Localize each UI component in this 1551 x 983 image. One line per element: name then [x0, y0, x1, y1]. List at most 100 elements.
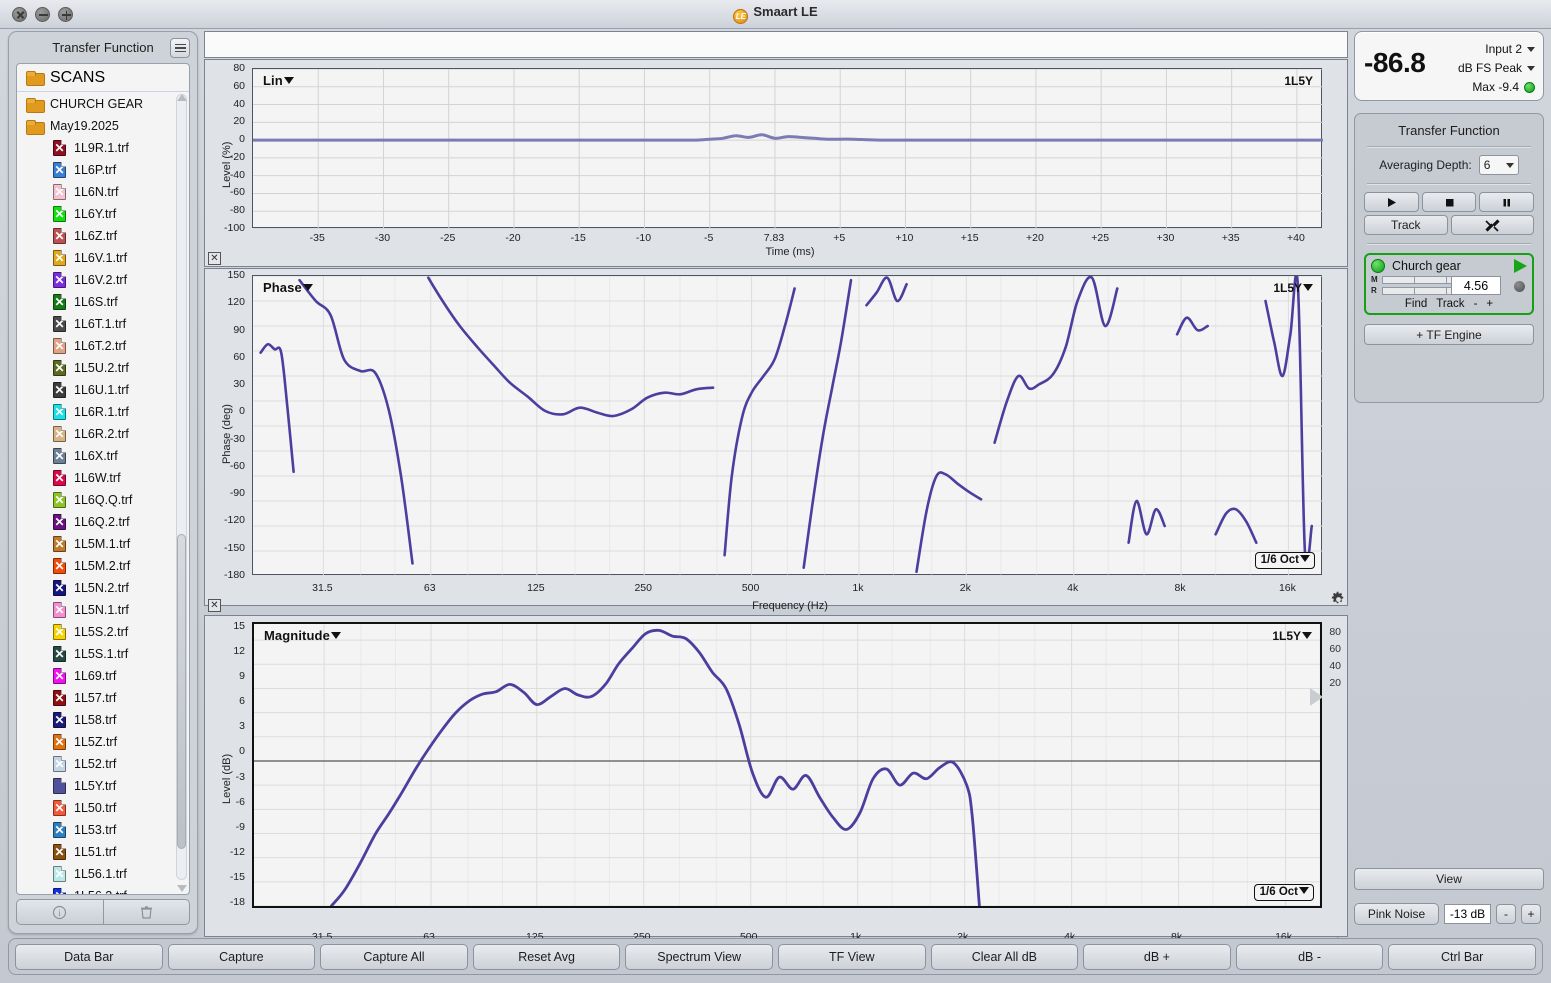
maximize-button[interactable]	[58, 6, 73, 22]
file-row[interactable]: ✕ 1L9R.1.trf	[17, 137, 189, 159]
file-row[interactable]: ✕ 1L6X.trf	[17, 445, 189, 467]
file-row[interactable]: ✕ 1L53.trf	[17, 819, 189, 841]
file-row[interactable]: ✕ 1L6R.1.trf	[17, 401, 189, 423]
file-tree[interactable]: CHURCH GEAR May19.2025 ✕ 1L9R.1.trf ✕ 1L6P.tr…	[17, 93, 189, 894]
phase-trace-tag[interactable]: 1L5Y	[1273, 281, 1313, 295]
tf-panel-title: Transfer Function	[1398, 123, 1500, 138]
file-row[interactable]: ✕ 1L6Q.2.trf	[17, 511, 189, 533]
impulse-plot-area[interactable]: Lin 1L5Y	[252, 68, 1323, 229]
magnitude-plot-area[interactable]: Magnitude 1L5Y 1/6 Oct	[252, 622, 1322, 908]
file-row[interactable]: ✕ 1L6P.trf	[17, 159, 189, 181]
close-phase-icon[interactable]: ✕	[208, 599, 221, 612]
file-row[interactable]: ✕ 1L6V.2.trf	[17, 269, 189, 291]
file-row[interactable]: ✕ 1L51.trf	[17, 841, 189, 863]
file-row[interactable]: ✕ 1L5N.2.trf	[17, 577, 189, 599]
stop-icon[interactable]	[1421, 192, 1477, 212]
file-row[interactable]: ✕ 1L57.trf	[17, 687, 189, 709]
file-row[interactable]: ✕ 1L56.1.trf	[17, 863, 189, 885]
file-row[interactable]: ✕ 1L5M.1.trf	[17, 533, 189, 555]
transport-controls	[1364, 192, 1535, 212]
file-row[interactable]: ✕ 1L6Q.Q.trf	[17, 489, 189, 511]
trf-file-icon: ✕	[53, 514, 66, 530]
toolbar-data-bar-button[interactable]: Data Bar	[15, 943, 163, 970]
engine-delay-value[interactable]: 4.56	[1451, 276, 1501, 295]
close-button[interactable]	[12, 6, 27, 22]
phase-resolution-selector[interactable]: 1/6 Oct	[1254, 552, 1315, 569]
pause-icon[interactable]	[1479, 192, 1535, 212]
hamburger-icon[interactable]	[170, 38, 190, 58]
file-row[interactable]: ✕ 1L69.trf	[17, 665, 189, 687]
file-row[interactable]: ✕ 1L5N.1.trf	[17, 599, 189, 621]
scans-root-row[interactable]: SCANS	[17, 64, 189, 92]
toolbar-capture-button[interactable]: Capture	[167, 943, 316, 970]
close-impulse-icon[interactable]: ✕	[208, 252, 221, 265]
engine-plus-button[interactable]: +	[1486, 298, 1494, 310]
scrollbar-thumb[interactable]	[177, 534, 186, 849]
engine-minus-button[interactable]: -	[1473, 298, 1478, 310]
toolbar-spectrum-view-button[interactable]: Spectrum View	[625, 943, 773, 970]
file-row[interactable]: ✕ 1L5U.2.trf	[17, 357, 189, 379]
play-icon[interactable]	[1364, 192, 1419, 212]
magnitude-trace-tag[interactable]: 1L5Y	[1272, 629, 1312, 643]
magnitude-scale-handle[interactable]	[1310, 688, 1323, 706]
tf-engine-card[interactable]: Church gear M R 4.56 Find	[1364, 253, 1534, 315]
info-icon[interactable]: i	[17, 900, 103, 924]
engine-track-button[interactable]: Track	[1436, 298, 1465, 310]
file-row[interactable]: ✕ 1L56.2.trf	[17, 885, 189, 894]
file-row[interactable]: ✕ 1L6W.trf	[17, 467, 189, 489]
folder-row[interactable]: May19.2025	[17, 115, 189, 137]
input-selector[interactable]: Input 2	[1485, 42, 1535, 56]
add-tf-engine-button[interactable]: + TF Engine	[1364, 324, 1534, 345]
toolbar-db-button[interactable]: dB +	[1083, 943, 1231, 970]
view-button[interactable]: View	[1354, 868, 1544, 890]
file-row[interactable]: ✕ 1L50.trf	[17, 797, 189, 819]
file-row[interactable]: ✕ 1L6S.trf	[17, 291, 189, 313]
scroll-up-icon[interactable]	[177, 94, 187, 101]
minimize-button[interactable]	[35, 6, 50, 22]
file-row[interactable]: ✕ 1L6Z.trf	[17, 225, 189, 247]
track-button[interactable]: Track	[1364, 215, 1448, 235]
noise-increase-button[interactable]: +	[1521, 904, 1541, 924]
averaging-depth-select[interactable]: 6	[1478, 155, 1519, 175]
magnitude-resolution-selector[interactable]: 1/6 Oct	[1253, 884, 1314, 901]
sidebar-scrollbar[interactable]	[176, 94, 187, 892]
file-row[interactable]: ✕ 1L6N.trf	[17, 181, 189, 203]
file-row[interactable]: ✕ 1L5Z.trf	[17, 731, 189, 753]
file-row[interactable]: ✕ 1L6V.1.trf	[17, 247, 189, 269]
file-row[interactable]: ✕ 1L6T.1.trf	[17, 313, 189, 335]
file-row[interactable]: ✕ 1L5M.2.trf	[17, 555, 189, 577]
phase-title[interactable]: Phase	[263, 280, 313, 295]
file-row[interactable]: ✕ 1L6R.2.trf	[17, 423, 189, 445]
noise-decrease-button[interactable]: -	[1496, 904, 1516, 924]
folder-row[interactable]: CHURCH GEAR	[17, 93, 189, 115]
impulse-title[interactable]: Lin	[263, 73, 294, 88]
tools-icon[interactable]	[1450, 215, 1534, 235]
file-label: 1L5S.1.trf	[74, 647, 129, 661]
file-row[interactable]: 1L5Y.trf	[17, 775, 189, 797]
engine-play-icon[interactable]	[1514, 259, 1527, 273]
magnitude-title[interactable]: Magnitude	[264, 628, 341, 643]
file-row[interactable]: ✕ 1L6T.2.trf	[17, 335, 189, 357]
file-row[interactable]: ✕ 1L52.trf	[17, 753, 189, 775]
impulse-response-panel: Lin 1L5Y Level (%) 80 60 40 20 0 -20 -40 -60 -80…	[204, 59, 1348, 267]
file-row[interactable]: ✕ 1L5S.1.trf	[17, 643, 189, 665]
toolbar-tf-view-button[interactable]: TF View	[777, 943, 926, 970]
file-row[interactable]: ✕ 1L6Y.trf	[17, 203, 189, 225]
find-button[interactable]: Find	[1404, 298, 1428, 310]
toolbar-db-button[interactable]: dB -	[1235, 943, 1384, 970]
scroll-down-icon[interactable]	[177, 885, 187, 892]
phase-plot-area[interactable]: Phase 1L5Y 1/6 Oct	[252, 275, 1323, 576]
unit-selector[interactable]: dB FS Peak	[1458, 61, 1535, 75]
phase-settings-gear-icon[interactable]	[1330, 591, 1347, 608]
file-row[interactable]: ✕ 1L6U.1.trf	[17, 379, 189, 401]
file-row[interactable]: ✕ 1L58.trf	[17, 709, 189, 731]
engine-lock-icon[interactable]	[1514, 281, 1525, 292]
file-label: 1L5M.2.trf	[74, 559, 131, 573]
toolbar-ctrl-bar-button[interactable]: Ctrl Bar	[1388, 943, 1536, 970]
toolbar-clear-all-db-button[interactable]: Clear All dB	[930, 943, 1079, 970]
toolbar-reset-avg-button[interactable]: Reset Avg	[472, 943, 621, 970]
pink-noise-button[interactable]: Pink Noise	[1354, 903, 1439, 925]
file-row[interactable]: ✕ 1L5S.2.trf	[17, 621, 189, 643]
toolbar-capture-all-button[interactable]: Capture All	[320, 943, 468, 970]
trash-icon[interactable]	[102, 900, 190, 924]
